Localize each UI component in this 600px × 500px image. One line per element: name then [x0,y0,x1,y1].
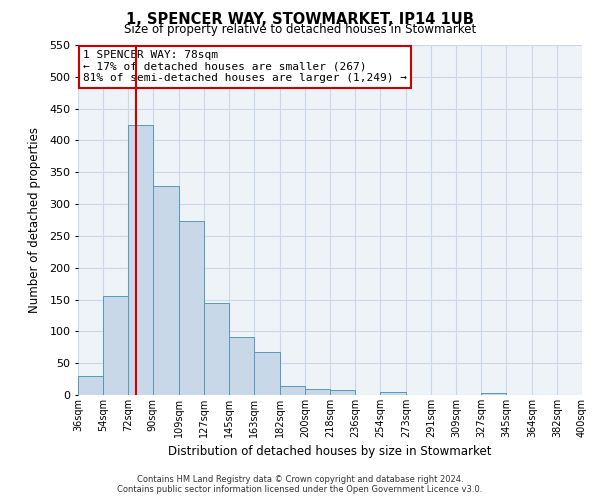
Bar [254,352,280,395]
Bar [103,296,128,395]
Bar [380,392,406,395]
Bar [330,390,355,395]
Bar [229,337,254,395]
Bar [305,388,330,395]
Bar [78,376,103,395]
Bar [582,392,600,395]
Text: Size of property relative to detached houses in Stowmarket: Size of property relative to detached ho… [124,22,476,36]
Bar [481,393,506,395]
Text: Contains HM Land Registry data © Crown copyright and database right 2024.
Contai: Contains HM Land Registry data © Crown c… [118,474,482,494]
Bar [153,186,179,395]
Bar [179,222,204,395]
X-axis label: Distribution of detached houses by size in Stowmarket: Distribution of detached houses by size … [168,446,492,458]
Text: 1, SPENCER WAY, STOWMARKET, IP14 1UB: 1, SPENCER WAY, STOWMARKET, IP14 1UB [126,12,474,28]
Bar [280,386,305,395]
Y-axis label: Number of detached properties: Number of detached properties [28,127,41,313]
Bar [128,124,153,395]
Text: 1 SPENCER WAY: 78sqm
← 17% of detached houses are smaller (267)
81% of semi-deta: 1 SPENCER WAY: 78sqm ← 17% of detached h… [83,50,407,84]
Bar [204,302,229,395]
